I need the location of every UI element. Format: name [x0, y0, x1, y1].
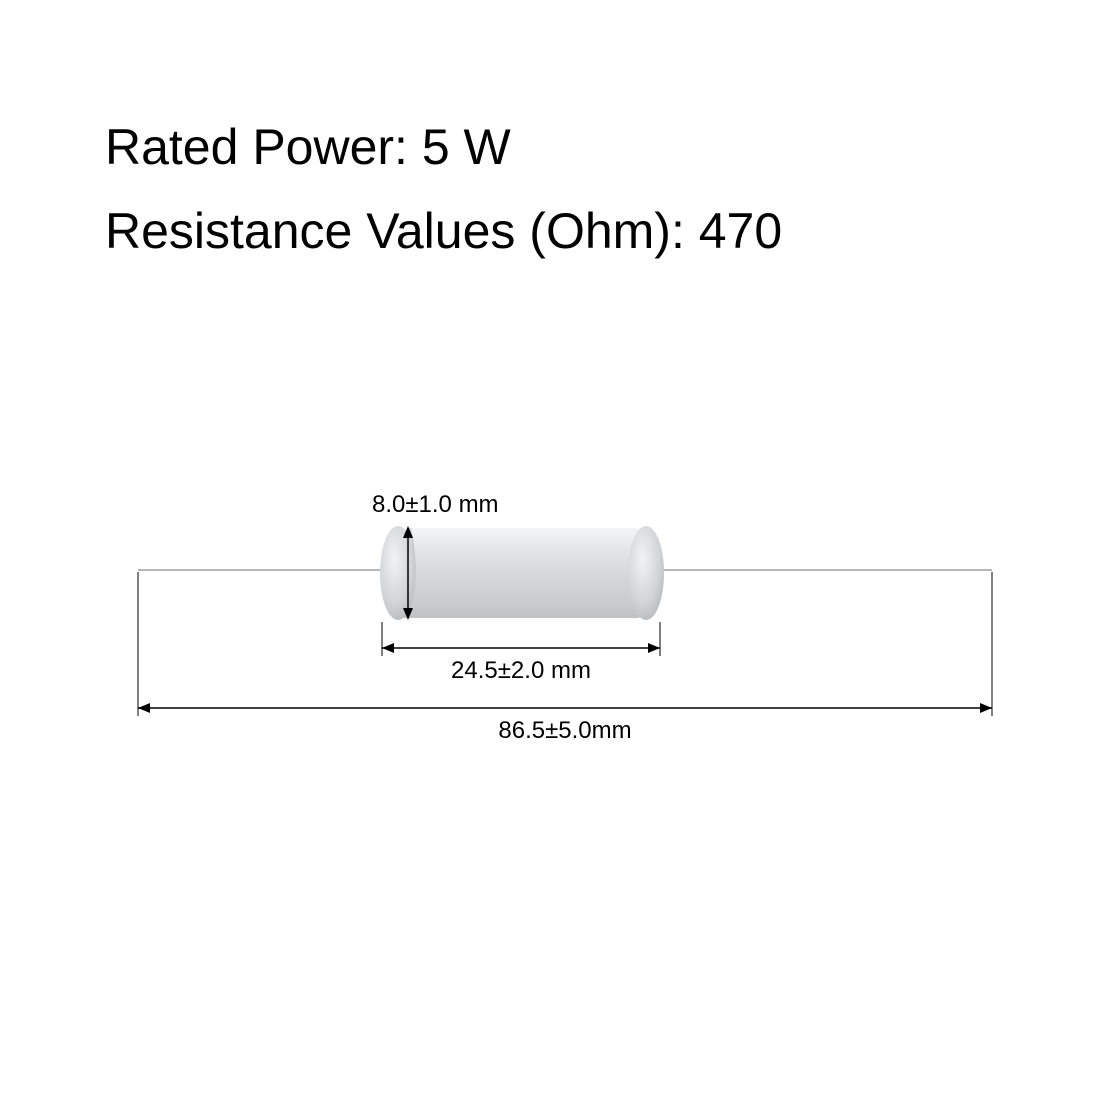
total-arrow-left — [138, 703, 150, 713]
total-length-label: 86.5±5.0mm — [498, 717, 631, 744]
resistor-cap-right — [628, 526, 664, 620]
diameter-label: 8.0±1.0 mm — [372, 491, 499, 518]
resistor-cap-left — [380, 526, 416, 620]
resistor-body — [396, 528, 646, 618]
rated-power-text: Rated Power: 5 W — [105, 118, 511, 176]
resistance-text: Resistance Values (Ohm): 470 — [105, 202, 782, 260]
figure-container: Rated Power: 5 W Resistance Values (Ohm)… — [0, 0, 1100, 1100]
total-arrow-right — [980, 703, 992, 713]
body-arrow-left — [382, 643, 394, 653]
diagram-svg: 8.0±1.0 mm 24.5±2.0 mm 86.5±5.0mm — [0, 440, 1100, 840]
resistor-diagram: 8.0±1.0 mm 24.5±2.0 mm 86.5±5.0mm — [0, 440, 1100, 840]
body-arrow-right — [648, 643, 660, 653]
body-length-label: 24.5±2.0 mm — [451, 657, 591, 684]
